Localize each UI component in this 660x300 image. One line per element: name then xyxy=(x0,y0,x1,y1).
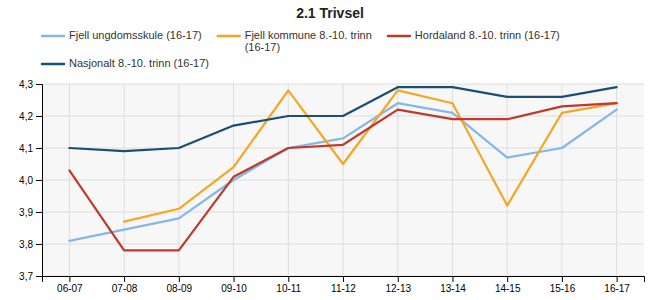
tick-label: 3,8 xyxy=(19,239,33,250)
grid-line xyxy=(288,84,289,276)
tick-mark xyxy=(36,148,42,149)
title: 2.1 Trivsel xyxy=(296,5,364,21)
tick-label: 10-11 xyxy=(276,283,301,294)
tick-mark xyxy=(507,276,508,282)
legend: Fjell ungdomsskule (16-17) Fjell kommune … xyxy=(42,29,560,69)
tick-mark xyxy=(69,276,70,282)
tick-mark xyxy=(36,212,42,213)
grid-line xyxy=(397,84,398,276)
tick-label: 4,0 xyxy=(19,175,33,186)
x-tick: 13-14 xyxy=(440,276,466,294)
tick-mark xyxy=(36,116,42,117)
tick-label: 09-10 xyxy=(221,283,247,294)
legend-swatch xyxy=(388,35,410,38)
tick-mark xyxy=(452,276,453,282)
legend-label: Hordaland 8.-10. trinn (16-17) xyxy=(415,29,560,41)
grid-line xyxy=(69,84,70,276)
legend-item: Fjell ungdomsskule (16-17) xyxy=(42,29,202,41)
legend-item: Nasjonalt 8.-10. trinn (16-17) xyxy=(42,57,209,69)
series-line xyxy=(69,103,616,241)
x-tick: 08-09 xyxy=(167,276,193,294)
series-line xyxy=(69,87,616,151)
tick-label: 3,7 xyxy=(19,271,33,282)
x-tick: 12-13 xyxy=(385,276,411,294)
x-tick: 14-15 xyxy=(495,276,521,294)
tick-mark xyxy=(36,84,42,85)
tick-mark xyxy=(36,180,42,181)
plot-area: 06-07 07-08 08-09 09-10 10-11 11-12 12-13 13-14… xyxy=(19,79,644,294)
tick-label: 4,3 xyxy=(19,79,33,90)
tick-mark xyxy=(36,244,42,245)
x-axis: 06-07 07-08 08-09 09-10 10-11 11-12 12-13 13-14… xyxy=(43,276,645,294)
grid-line xyxy=(616,84,617,276)
x-tick: 09-10 xyxy=(221,276,247,294)
tick-label: 12-13 xyxy=(385,283,411,294)
tick-label: 4,1 xyxy=(19,143,33,154)
y-tick: 3,7 xyxy=(19,271,42,282)
tick-label: 07-08 xyxy=(112,283,138,294)
tick-label: 13-14 xyxy=(440,283,466,294)
legend-swatch xyxy=(42,35,64,38)
grid-line xyxy=(178,84,179,276)
tick-mark xyxy=(562,276,563,282)
tick-mark xyxy=(36,276,42,277)
tick-mark xyxy=(343,276,344,282)
legend-item: Fjell kommune 8.-10. trinn(16-17) xyxy=(218,29,372,53)
y-tick: 4,3 xyxy=(19,79,42,90)
y-tick: 3,8 xyxy=(19,239,42,250)
legend-label: Fjell ungdomsskule (16-17) xyxy=(69,29,202,41)
axis-line xyxy=(36,85,43,277)
legend-label: Nasjonalt 8.-10. trinn (16-17) xyxy=(69,57,209,69)
tick-label: 15-16 xyxy=(550,283,576,294)
legend-item: Hordaland 8.-10. trinn (16-17) xyxy=(388,29,560,41)
tick-label: 11-12 xyxy=(331,283,356,294)
tick-label: 08-09 xyxy=(167,283,193,294)
x-tick: 11-12 xyxy=(331,276,356,294)
tick-mark xyxy=(288,276,289,282)
grid xyxy=(42,84,644,276)
chart: 2.1 TrivselFjell ungdomsskule (16-17)Fje… xyxy=(0,0,660,300)
x-tick: 06-07 xyxy=(57,276,83,294)
tick-label: 4,2 xyxy=(19,111,33,122)
tick-mark xyxy=(179,276,180,282)
y-tick: 4,0 xyxy=(19,175,42,186)
tick-label: 14-15 xyxy=(495,283,521,294)
tick-mark xyxy=(124,276,125,282)
tick-mark xyxy=(234,276,235,282)
axis-line xyxy=(43,277,645,283)
legend-label: Fjell kommune 8.-10. trinn(16-17) xyxy=(245,29,372,53)
y-axis: 3,7 3,8 3,9 4,0 4,1 4,2 4,3 xyxy=(19,79,42,282)
tick-label: 06-07 xyxy=(57,283,83,294)
x-tick: 07-08 xyxy=(112,276,138,294)
plot-background xyxy=(42,84,644,276)
x-tick: 10-11 xyxy=(276,276,301,294)
x-tick: 15-16 xyxy=(550,276,576,294)
grid-line xyxy=(507,84,508,276)
tick-mark xyxy=(398,276,399,282)
grid-line xyxy=(343,84,344,276)
series-lines xyxy=(69,87,616,250)
legend-swatch xyxy=(42,63,64,66)
legend-swatch xyxy=(218,35,240,38)
y-tick: 4,2 xyxy=(19,111,42,122)
tick-label: 3,9 xyxy=(19,207,33,218)
x-tick: 16-17 xyxy=(604,276,630,294)
series-line xyxy=(69,103,616,250)
y-tick: 3,9 xyxy=(19,207,42,218)
tick-mark xyxy=(617,276,618,282)
tick-label: 16-17 xyxy=(604,283,630,294)
y-tick: 4,1 xyxy=(19,143,42,154)
grid-line xyxy=(124,84,125,276)
